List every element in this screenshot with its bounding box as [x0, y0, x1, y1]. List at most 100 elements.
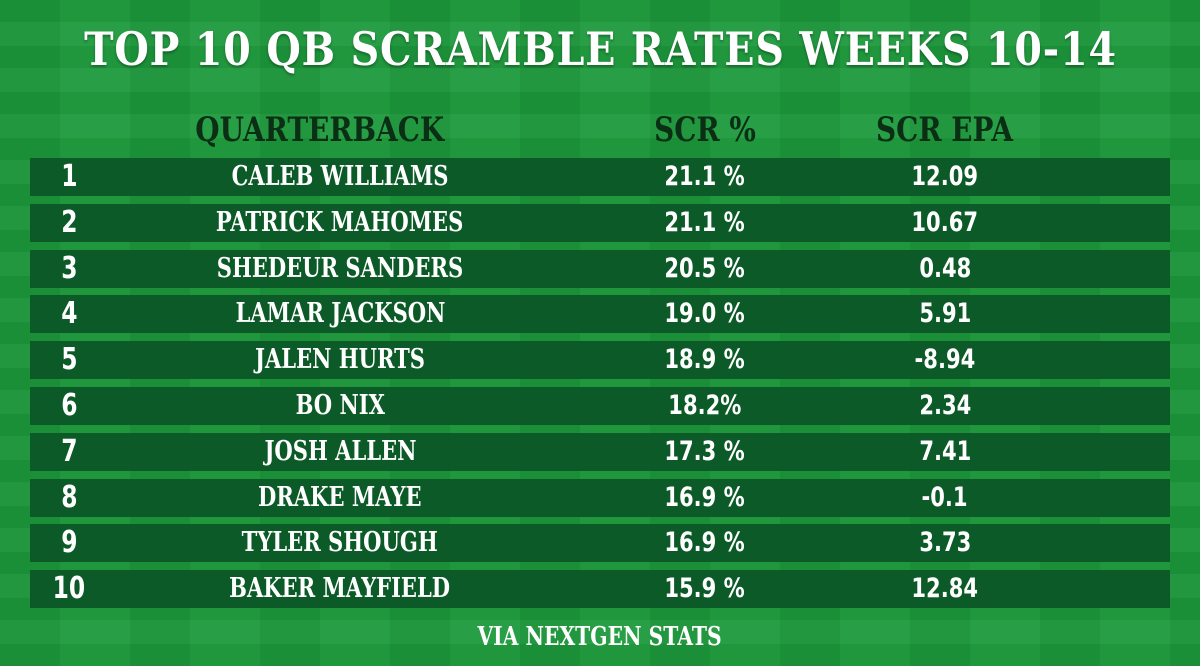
quarterback-cell-text: SHEDEUR SANDERS	[216, 252, 464, 284]
scr-pct-cell-text: 20.5 %	[664, 252, 746, 284]
scr-pct-cell-text: 21.1 %	[664, 161, 746, 192]
scr-pct-cell: 20.5 %	[630, 250, 780, 288]
table-row: 4 LAMAR JACKSON 19.0 % 5.91	[30, 295, 1170, 334]
scr-pct-cell: 21.1 %	[630, 204, 780, 242]
scr-pct-cell: 17.3 %	[630, 433, 780, 471]
quarterback-cell: TYLER SHOUGH	[140, 524, 540, 562]
quarterback-cell-text: LAMAR JACKSON	[235, 298, 445, 330]
header-text: SCR EPA	[876, 110, 1014, 150]
scr-epa-cell-text: 5.91	[919, 298, 971, 330]
scr-epa-cell: -0.1	[870, 479, 1020, 517]
scr-pct-cell: 15.9 %	[630, 570, 780, 608]
scr-pct-cell-text: 19.0 %	[664, 298, 746, 330]
rank-cell-text: 1	[60, 159, 78, 194]
rank-cell: 1	[30, 158, 108, 196]
rank-cell-text: 6	[60, 387, 78, 423]
quarterback-cell-text: BAKER MAYFIELD	[229, 573, 451, 605]
rank-cell-text: 4	[60, 296, 78, 332]
scr-pct-cell-text: 18.9 %	[664, 344, 746, 376]
scr-epa-cell-text: 7.41	[919, 435, 971, 467]
scr-epa-cell: -8.94	[870, 341, 1020, 379]
scr-epa-cell: 3.73	[870, 524, 1020, 562]
quarterback-cell: LAMAR JACKSON	[140, 295, 540, 333]
table-row: 7 JOSH ALLEN 17.3 % 7.41	[30, 432, 1170, 471]
scr-epa-cell: 12.09	[870, 158, 1020, 196]
rank-cell-text: 3	[60, 250, 78, 286]
scr-pct-cell-text: 17.3 %	[664, 435, 746, 467]
rank-cell-text: 10	[52, 571, 86, 607]
table-row: 10 BAKER MAYFIELD 15.9 % 12.84	[30, 570, 1170, 609]
quarterback-cell: JALEN HURTS	[140, 341, 540, 379]
table-row: 2 PATRICK MAHOMES 21.1 % 10.67	[30, 203, 1170, 242]
scr-epa-cell-text: 12.84	[911, 573, 979, 605]
rank-cell-text: 2	[60, 204, 78, 240]
scr-epa-cell-text: 3.73	[919, 527, 971, 559]
scr-epa-cell-text: 12.09	[911, 161, 979, 192]
quarterback-cell: BAKER MAYFIELD	[140, 570, 540, 608]
header-text: QUARTERBACK	[195, 110, 445, 150]
rank-cell: 4	[30, 295, 108, 333]
quarterback-cell-text: DRAKE MAYE	[258, 481, 422, 513]
rank-cell-text: 7	[60, 433, 78, 469]
quarterback-cell-text: JOSH ALLEN	[263, 435, 416, 467]
scr-pct-cell: 18.9 %	[630, 341, 780, 379]
quarterback-cell: SHEDEUR SANDERS	[140, 250, 540, 288]
scr-epa-cell: 7.41	[870, 433, 1020, 471]
rank-cell-text: 5	[60, 342, 78, 378]
scr-pct-cell-text: 16.9 %	[664, 481, 746, 513]
scr-pct-cell: 19.0 %	[630, 295, 780, 333]
header-text: SCR %	[654, 110, 756, 150]
quarterback-cell: PATRICK MAHOMES	[140, 204, 540, 242]
scr-epa-cell-text: 10.67	[911, 206, 979, 238]
quarterback-cell-text: TYLER SHOUGH	[241, 527, 439, 559]
table-row: 8 DRAKE MAYE 16.9 % -0.1	[30, 478, 1170, 517]
quarterback-cell-text: JALEN HURTS	[254, 344, 426, 376]
rank-cell: 10	[30, 570, 108, 608]
scr-epa-cell-text: -0.1	[921, 481, 969, 513]
quarterback-cell: CALEB WILLIAMS	[140, 158, 540, 196]
column-header-scr-epa: SCR EPA	[850, 110, 1040, 150]
rank-cell: 7	[30, 433, 108, 471]
rank-cell: 6	[30, 387, 108, 425]
quarterback-cell: BO NIX	[140, 387, 540, 425]
scr-pct-cell-text: 18.2%	[668, 389, 742, 421]
scr-epa-cell: 2.34	[870, 387, 1020, 425]
scr-pct-cell: 21.1 %	[630, 158, 780, 196]
rank-cell: 3	[30, 250, 108, 288]
scr-epa-cell-text: 0.48	[919, 252, 971, 284]
quarterback-cell-text: BO NIX	[295, 389, 385, 421]
table-row: 1 CALEB WILLIAMS 21.1 % 12.09	[30, 158, 1170, 196]
table-row: 5 JALEN HURTS 18.9 % -8.94	[30, 341, 1170, 380]
quarterback-cell-text: PATRICK MAHOMES	[216, 206, 464, 238]
table-row: 6 BO NIX 18.2% 2.34	[30, 386, 1170, 425]
scr-epa-cell: 12.84	[870, 570, 1020, 608]
rank-cell: 5	[30, 341, 108, 379]
rank-cell: 8	[30, 479, 108, 517]
column-header-scr-pct: SCR %	[630, 110, 780, 150]
source-footer: VIA NEXTGEN STATS	[0, 622, 1200, 652]
quarterback-cell: JOSH ALLEN	[140, 433, 540, 471]
scr-epa-cell-text: 2.34	[919, 389, 971, 421]
scr-pct-cell-text: 16.9 %	[664, 527, 746, 559]
scr-pct-cell: 16.9 %	[630, 524, 780, 562]
scr-pct-cell: 16.9 %	[630, 479, 780, 517]
column-header-quarterback: QUARTERBACK	[150, 110, 490, 150]
rank-cell-text: 9	[60, 525, 78, 561]
table-body: 1 CALEB WILLIAMS 21.1 % 12.09 2 PATRICK MAHOM…	[30, 158, 1170, 616]
table-row: 9 TYLER SHOUGH 16.9 % 3.73	[30, 524, 1170, 563]
quarterback-cell-text: CALEB WILLIAMS	[231, 161, 449, 192]
footer-text: VIA NEXTGEN STATS	[477, 622, 723, 652]
table-row: 3 SHEDEUR SANDERS 20.5 % 0.48	[30, 249, 1170, 288]
scr-epa-cell-text: -8.94	[914, 344, 976, 376]
chart-title: TOP 10 QB SCRAMBLE RATES WEEKS 10-14	[0, 22, 1200, 76]
scr-pct-cell-text: 15.9 %	[664, 573, 746, 605]
rank-cell: 9	[30, 524, 108, 562]
rank-cell-text: 8	[60, 479, 78, 515]
scr-pct-cell: 18.2%	[630, 387, 780, 425]
quarterback-cell: DRAKE MAYE	[140, 479, 540, 517]
scr-epa-cell: 5.91	[870, 295, 1020, 333]
rank-cell: 2	[30, 204, 108, 242]
scr-epa-cell: 10.67	[870, 204, 1020, 242]
scr-pct-cell-text: 21.1 %	[664, 206, 746, 238]
scr-epa-cell: 0.48	[870, 250, 1020, 288]
